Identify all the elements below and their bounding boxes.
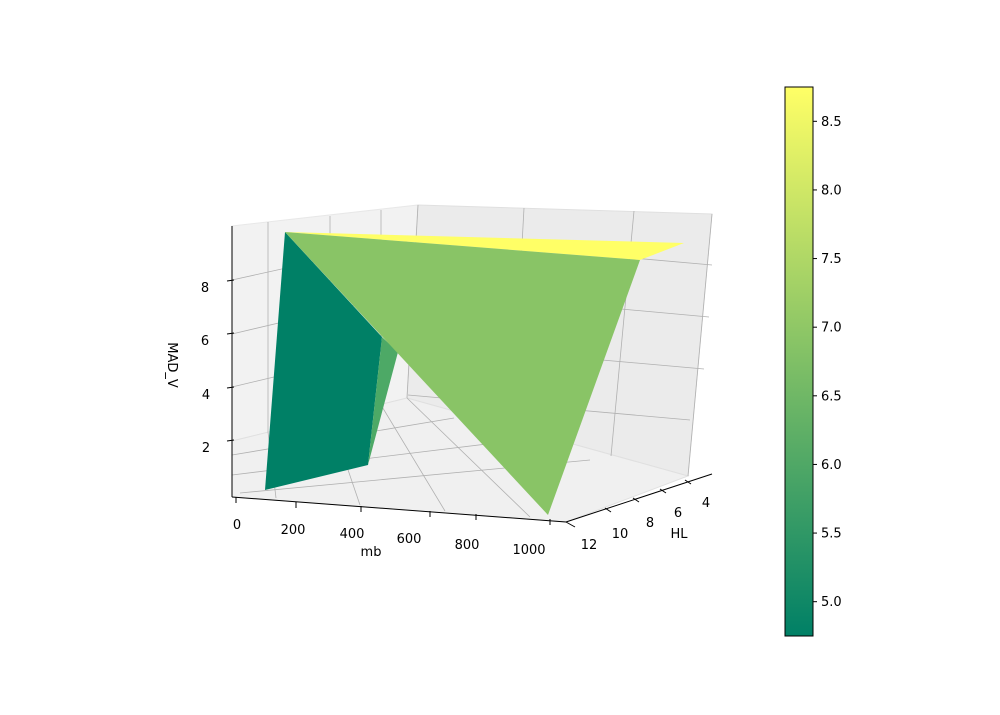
x-axis: 0 200 400 600 800 1000 mb xyxy=(233,497,551,560)
x-tick-label: 400 xyxy=(340,527,365,542)
z-axis-label: MAD_V xyxy=(164,342,179,388)
y-axis: 4 6 8 10 12 HL xyxy=(565,479,710,553)
colorbar-ticks: 5.0 5.5 6.0 6.5 7.0 7.5 8.0 8.5 xyxy=(813,115,842,610)
surface xyxy=(265,232,684,515)
surface-triangle-front-face xyxy=(285,232,640,515)
colorbar: 5.0 5.5 6.0 6.5 7.0 7.5 8.0 8.5 xyxy=(784,86,842,637)
x-tick-label: 200 xyxy=(281,523,306,538)
colorbar-tick-label: 7.5 xyxy=(821,252,842,267)
z-axis: 2 4 6 8 MAD_V xyxy=(164,279,235,456)
surface-triangle-yellow-strip xyxy=(285,232,684,260)
colorbar-tick-label: 5.0 xyxy=(821,595,842,610)
colorbar-tick-label: 6.5 xyxy=(821,389,842,404)
surface-triangle-mid-sliver xyxy=(368,337,398,465)
colorbar-tick-label: 6.0 xyxy=(821,458,842,473)
z-tick-label: 4 xyxy=(202,388,210,403)
z-tick-label: 2 xyxy=(202,441,210,456)
colorbar-tick-label: 8.0 xyxy=(821,183,842,198)
y-axis-label: HL xyxy=(670,527,688,542)
x-tick-label: 1000 xyxy=(512,543,545,558)
y-tick-label: 12 xyxy=(581,538,598,553)
y-tick-label: 6 xyxy=(674,506,682,521)
x-tick-label: 0 xyxy=(233,518,241,533)
x-tick-label: 800 xyxy=(455,538,480,553)
x-axis-line xyxy=(231,496,567,523)
y-tick-label: 10 xyxy=(612,527,629,542)
y-tick-label: 4 xyxy=(702,496,710,511)
x-tick-label: 600 xyxy=(397,532,422,547)
colorbar-tick-label: 7.0 xyxy=(821,321,842,336)
z-tick-label: 6 xyxy=(201,334,209,349)
x-axis-label: mb xyxy=(361,545,382,560)
colorbar-gradient xyxy=(784,86,814,637)
y-tick-label: 8 xyxy=(646,516,654,531)
surface-triangle-back-teal xyxy=(265,232,382,490)
colorbar-tick-label: 5.5 xyxy=(821,527,842,542)
colorbar-tick-label: 8.5 xyxy=(821,115,842,130)
z-tick-label: 8 xyxy=(201,281,209,296)
